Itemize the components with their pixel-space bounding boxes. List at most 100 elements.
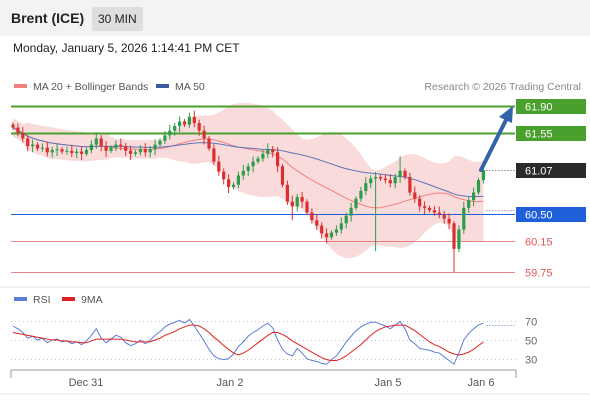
candle [476,177,481,195]
candle-body [99,138,103,147]
candle [408,172,412,196]
candle-body [398,170,402,178]
candle-body [276,152,280,167]
candle-body [432,210,436,213]
candle-body [173,126,177,131]
candle [99,135,103,152]
candle [192,110,196,128]
pivot-label: 60.50 [525,210,553,222]
candle [246,162,250,176]
price-levels [11,105,515,273]
candle-body [148,149,152,153]
candle-body [133,152,138,154]
candle-body [290,201,294,207]
candle-body [295,197,299,207]
candle-body [212,148,216,162]
candle [143,143,147,157]
candle [124,142,128,156]
ma50-legend-label: MA 50 [175,81,205,93]
candle-body [476,180,481,193]
candle [35,142,40,151]
candle [266,143,270,159]
candle-body [462,207,466,230]
candle [413,186,417,203]
candle [398,156,402,184]
candle-body [70,150,74,154]
candle [472,187,476,207]
candle [84,147,89,157]
candle [163,131,167,144]
candle-body [227,179,231,188]
candle-body [359,190,363,199]
resistance-label: 61.90 [525,102,553,114]
candle [187,112,191,128]
rsi-legend-label: RSI [33,294,51,306]
candle-body [418,198,422,207]
candle-body [60,149,64,152]
candle-body [364,183,368,191]
candle [388,174,392,188]
candle-body [300,197,304,202]
candle [40,143,44,152]
candle [153,139,157,156]
copyright-text: Research © 2026 Trading Central [424,81,581,93]
instrument-title: Brent (ICE) [11,10,85,26]
support-label: 60.15 [525,237,553,249]
candle [393,173,397,189]
candle-body [374,177,378,179]
candle [158,138,162,147]
candle [447,213,451,230]
candle-body [457,229,461,249]
candle-body [329,232,334,238]
rsi-level-label: 50 [525,336,537,348]
candle-body [320,225,324,234]
candle [75,148,79,159]
candle [256,156,260,164]
candle-body [207,138,211,149]
candle [320,222,324,239]
candle [359,186,363,202]
candle [70,144,74,158]
rsi-level-label: 30 [525,355,537,367]
interval-button[interactable]: 30 MIN [92,7,143,31]
candle [109,145,113,154]
candle [55,144,59,157]
candle-body [187,116,191,125]
candle [94,132,98,149]
candle [378,174,383,181]
candle-body [217,161,221,172]
support-label: 59.75 [525,268,553,280]
candle [119,138,123,151]
candle-body [143,149,147,153]
price-level-labels: 61.90 61.55 61.07 60.50 60.15 59.75 [516,99,586,280]
candle [227,174,231,194]
candle-body [119,144,123,147]
rsi-ma-line [12,324,484,362]
candle [437,206,441,219]
candle-body [447,218,451,224]
x-tick-label: Jan 2 [217,377,244,389]
candle [133,150,138,157]
candle-body [280,166,285,185]
candle-body [202,130,206,139]
bollinger-legend-label: MA 20 + Bollinger Bands [33,81,148,93]
rsi-line [12,318,484,366]
chart-header: Brent (ICE) 30 MIN [0,0,590,36]
candle-body [55,149,59,151]
candle [26,135,30,152]
candle [212,144,216,165]
candle-body [241,170,245,176]
candle [344,212,348,229]
candle [236,171,240,188]
candle [31,139,35,153]
candle-body [423,206,427,208]
candle [432,206,436,216]
candle-body [310,212,314,221]
candle [45,141,49,157]
candle-body [153,144,157,150]
resistance-label: 61.55 [525,129,553,141]
candle-body [266,149,270,154]
candle-body [413,192,417,199]
candle [403,168,407,180]
